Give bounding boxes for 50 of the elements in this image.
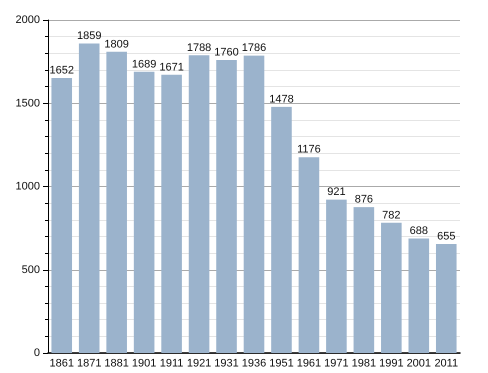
data-label: 921 — [327, 186, 346, 198]
bar — [106, 52, 127, 353]
bar — [216, 60, 237, 353]
x-tick-label: 1971 — [324, 358, 349, 370]
data-label: 1671 — [159, 61, 184, 74]
data-label: 1689 — [132, 58, 156, 70]
data-label: 1652 — [49, 64, 74, 76]
x-tick-label: 1936 — [242, 358, 266, 370]
data-label: 1788 — [186, 42, 212, 54]
data-label: 1760 — [214, 46, 239, 58]
data-label: 1809 — [104, 38, 129, 50]
y-tick-label: 1000 — [16, 180, 40, 192]
bar — [436, 244, 457, 353]
bar — [244, 56, 264, 353]
x-tick-label: 1871 — [76, 358, 102, 370]
bar — [381, 222, 402, 353]
x-tick-label: 1991 — [379, 358, 404, 370]
x-tick-label: 1911 — [160, 358, 184, 370]
data-label: 655 — [437, 230, 456, 242]
data-label: 1176 — [297, 144, 321, 156]
bar — [78, 43, 100, 353]
x-tick-label: 1961 — [296, 358, 322, 370]
data-label: 1478 — [269, 93, 294, 106]
x-tick-label: 1901 — [132, 358, 156, 370]
y-tick-label: 500 — [22, 264, 40, 276]
y-tick-label: 0 — [34, 347, 40, 359]
x-tick-label: 1951 — [269, 358, 294, 370]
x-tick-label: 1981 — [352, 358, 376, 370]
x-tick-label: 1921 — [186, 358, 212, 370]
x-tick-label: 2011 — [434, 358, 458, 370]
data-label: 1859 — [76, 30, 102, 42]
data-label: 782 — [382, 209, 401, 222]
bar — [51, 78, 72, 353]
bar — [298, 157, 320, 353]
bar — [134, 72, 154, 353]
x-tick-label: 1861 — [49, 358, 74, 370]
x-tick-label: 1931 — [214, 358, 239, 370]
x-tick-label: 1881 — [104, 358, 129, 370]
data-label: 876 — [354, 194, 374, 206]
y-tick-label: 2000 — [16, 14, 40, 26]
x-tick-label: 2001 — [406, 358, 432, 370]
bar — [354, 207, 374, 353]
bar — [161, 74, 182, 353]
bar — [188, 55, 210, 353]
bar — [271, 106, 292, 353]
bar — [326, 200, 347, 353]
y-tick-label: 1500 — [16, 97, 40, 110]
data-label: 688 — [410, 224, 428, 237]
data-label: 1786 — [242, 42, 266, 54]
bar — [408, 238, 430, 353]
